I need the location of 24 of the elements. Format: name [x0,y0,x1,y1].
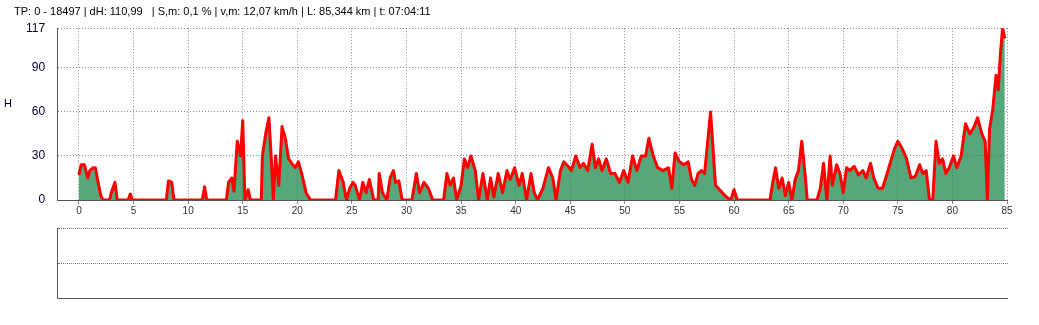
x-tick-label: 45 [564,204,577,216]
x-tick-label: 85 [1001,204,1013,216]
x-tick-label: 5 [130,204,137,216]
x-tick-label: 75 [892,204,904,216]
x-tick-label: 30 [400,204,413,216]
x-tick-label: 40 [510,204,522,216]
x-tick-label: 35 [455,204,468,216]
x-tick-label: 80 [946,204,959,216]
y-tick-label: 90 [31,60,46,75]
y-tick-label: 117 [25,20,46,35]
x-tick-label: 50 [619,204,631,216]
x-tick-label: 65 [783,204,795,216]
y-tick-label: 30 [31,148,46,163]
y-tick-label: 60 [31,104,46,119]
x-tick-label: 15 [237,204,249,216]
x-tick-label: 55 [673,204,686,216]
x-tick-label: 0 [76,204,83,216]
x-tick-label: 25 [346,204,358,216]
x-tick-label: 70 [837,204,850,216]
chart-title: TP: 0 - 18497 | dH: 110,99 | S,m: 0,1 % | v,m: 12,07 km/h | L: 85,344 km | t: 07:04:11 [14,4,431,17]
x-tick-label: 60 [728,204,741,216]
x-tick-label: 10 [182,204,195,216]
y-axis-title: H [4,97,13,110]
x-tick-label: 20 [291,204,304,216]
